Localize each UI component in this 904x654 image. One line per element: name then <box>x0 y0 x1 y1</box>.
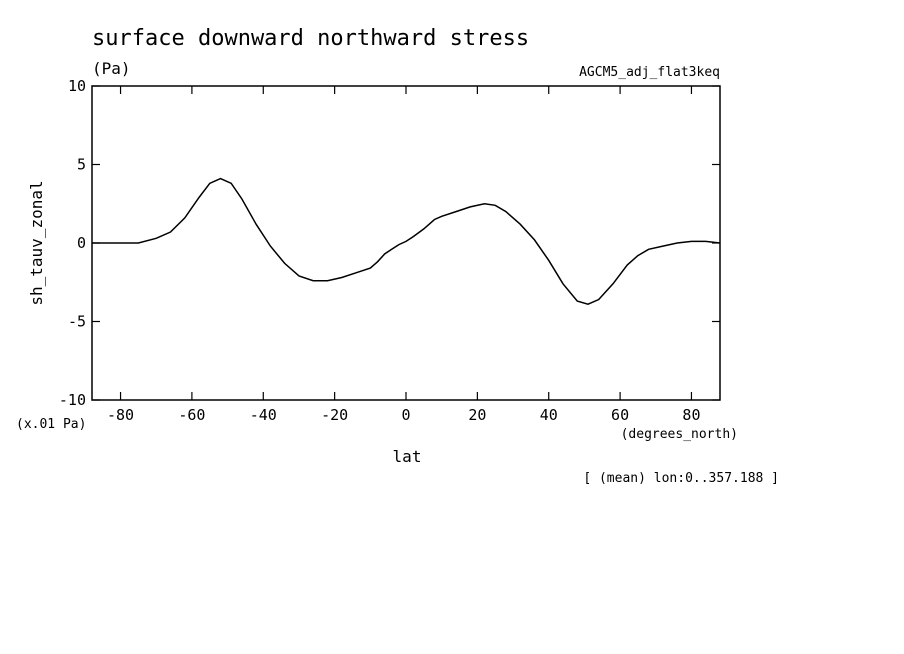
x-tick-label: 60 <box>611 406 629 424</box>
x-axis-label: lat <box>393 447 422 466</box>
series-line <box>92 177 721 305</box>
chart-units: (Pa) <box>92 59 131 78</box>
y-scale-note: (x.01 Pa) <box>16 417 86 432</box>
dataset-label: AGCM5_adj_flat3keq <box>579 65 720 80</box>
y-tick-label: 5 <box>77 156 86 174</box>
x-tick-label: 0 <box>401 406 410 424</box>
x-tick-label: -60 <box>178 406 205 424</box>
plot-frame <box>91 85 721 401</box>
x-tick-label: 20 <box>468 406 486 424</box>
footnote: [ (mean) lon:0..357.188 ] <box>583 471 779 486</box>
chart-title: surface downward northward stress <box>92 26 529 51</box>
y-tick-label: -5 <box>68 313 86 331</box>
y-axis-ticks: 10 5 0 -5 -10 <box>59 77 720 409</box>
y-tick-label: 0 <box>77 234 86 252</box>
x-tick-label: -80 <box>107 406 134 424</box>
x-tick-label: -20 <box>321 406 348 424</box>
x-axis-units: (degrees_north) <box>621 427 738 442</box>
x-tick-label: -40 <box>250 406 277 424</box>
x-tick-label: 80 <box>682 406 700 424</box>
y-axis-label: sh_tauv_zonal <box>27 180 46 305</box>
y-tick-label: -10 <box>59 391 86 409</box>
y-tick-label: 10 <box>68 77 86 95</box>
x-tick-label: 40 <box>540 406 558 424</box>
x-axis-ticks: -80 -60 -40 -20 0 20 40 60 80 <box>107 86 700 424</box>
